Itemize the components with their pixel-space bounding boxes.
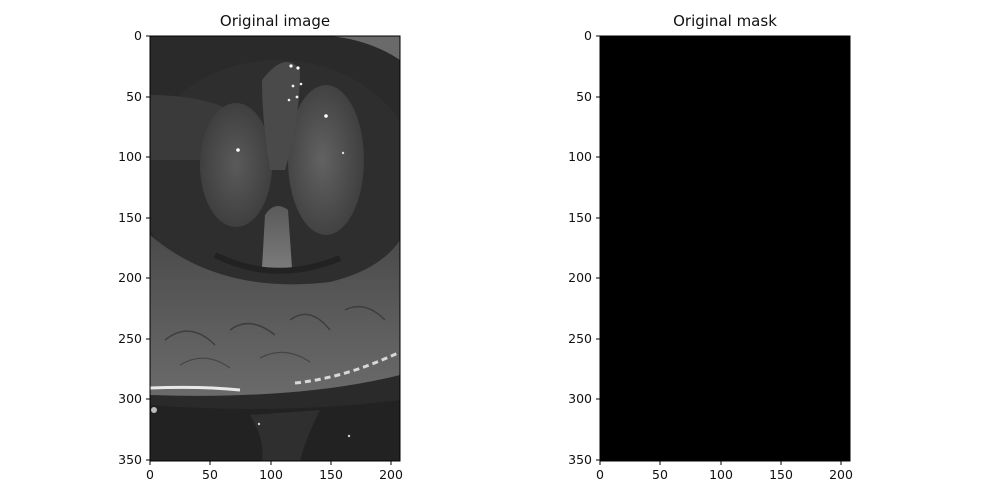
right-x-tick-label: 100 — [709, 467, 733, 482]
left-x-tick-label: 50 — [202, 467, 218, 482]
left-x-tick-label: 100 — [259, 467, 283, 482]
right-x-tick-label: 50 — [652, 467, 668, 482]
left-y-tick-label: 100 — [118, 149, 142, 164]
left-y-tick-marks — [146, 35, 150, 461]
right-y-tick-label: 350 — [568, 452, 592, 467]
left-y-tick-label: 350 — [118, 452, 142, 467]
right-x-tick-label: 150 — [769, 467, 793, 482]
right-y-tick-label: 0 — [584, 28, 592, 43]
left-axes-frame — [149, 35, 401, 462]
right-y-tick-label: 150 — [568, 210, 592, 225]
left-y-tick-label: 300 — [118, 391, 142, 406]
left-y-tick-label: 150 — [118, 210, 142, 225]
left-x-tick-label: 0 — [146, 467, 154, 482]
left-x-tick-label: 150 — [319, 467, 343, 482]
right-x-tick-marks — [599, 461, 842, 465]
left-y-tick-label: 250 — [118, 331, 142, 346]
right-axes-frame — [599, 35, 851, 462]
right-y-tick-label: 300 — [568, 391, 592, 406]
left-x-tick-marks — [149, 461, 392, 465]
right-y-tick-marks — [596, 35, 600, 461]
left-y-tick-label: 200 — [118, 270, 142, 285]
right-y-tick-label: 50 — [576, 89, 592, 104]
mask-image — [600, 36, 850, 461]
left-panel: Original image — [118, 12, 403, 482]
right-y-tick-label: 100 — [568, 149, 592, 164]
left-y-tick-label: 50 — [126, 89, 142, 104]
left-panel-title: Original image — [220, 12, 330, 30]
right-x-tick-label: 200 — [829, 467, 853, 482]
right-panel-title: Original mask — [673, 12, 777, 30]
right-panel: Original mask 0 50 100 150 200 0 50 100 — [568, 12, 853, 482]
left-x-tick-label: 200 — [379, 467, 403, 482]
right-y-tick-label: 200 — [568, 270, 592, 285]
laryngoscopy-image — [150, 36, 400, 461]
left-y-tick-label: 0 — [134, 28, 142, 43]
right-x-tick-label: 0 — [596, 467, 604, 482]
right-y-tick-label: 250 — [568, 331, 592, 346]
